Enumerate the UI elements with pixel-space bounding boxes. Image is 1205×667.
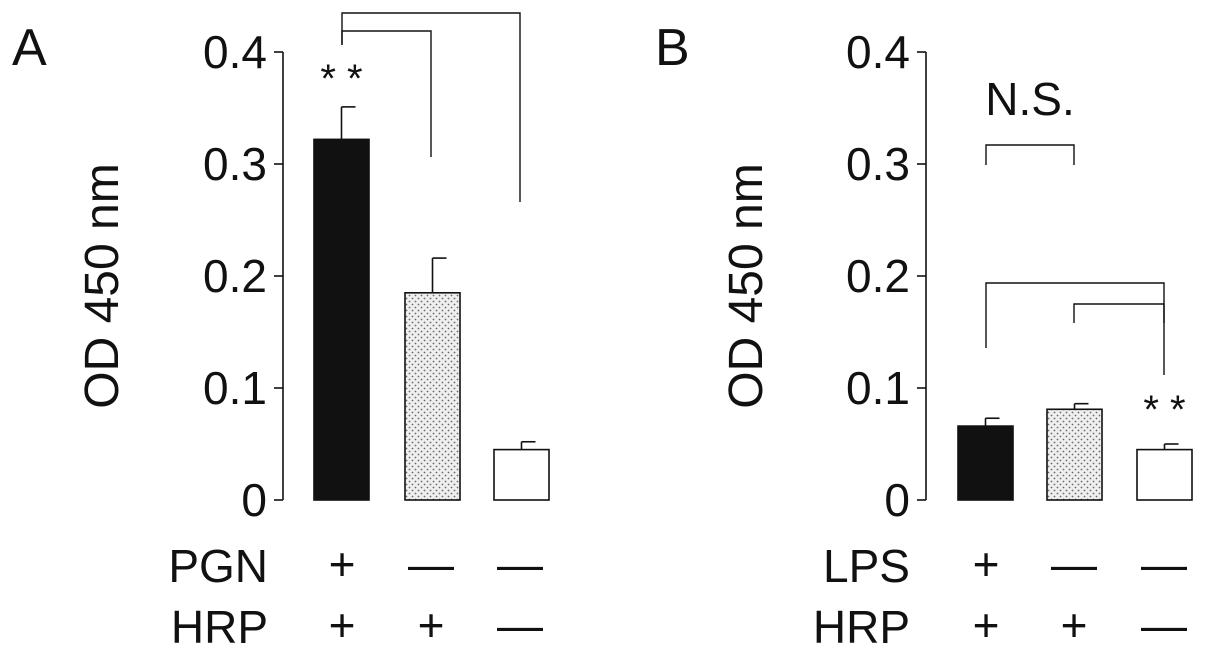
condition-label: HRP — [171, 601, 268, 653]
condition-sign: — — [497, 599, 543, 651]
panel-b: B OD 450 nm 0 0.1 0.2 0.3 0.4 N.S. * * LPS + —… — [655, 19, 1193, 653]
condition-sign: + — [329, 599, 356, 651]
panel-b-error-bars — [984, 402, 1179, 450]
panel-b-conditions: LPS + — — HRP + + — — [813, 538, 1187, 653]
y-tick-label: 0.1 — [846, 362, 910, 414]
bar — [404, 291, 461, 501]
condition-sign: — — [1141, 599, 1187, 651]
bar — [1136, 448, 1193, 501]
bar — [957, 425, 1014, 501]
panel-a-conditions: PGN + — — HRP + + — — [168, 538, 543, 653]
condition-sign: — — [497, 538, 543, 590]
condition-sign: — — [1051, 538, 1097, 590]
y-tick-label: 0.2 — [203, 250, 267, 302]
panel-a-y-axis: 0 0.1 0.2 0.3 0.4 — [203, 26, 284, 526]
significance-marker: * * — [1143, 388, 1185, 432]
comparison-bracket — [341, 30, 432, 157]
bar — [313, 138, 370, 501]
panel-a: A OD 450 nm 0 0.1 0.2 0.3 0.4 * * PGN + — — HRP +… — [12, 12, 550, 653]
panel-b-y-axis: 0 0.1 0.2 0.3 0.4 — [846, 26, 927, 526]
panel-a-y-axis-label: OD 450 nm — [76, 163, 129, 408]
y-tick-label: 0.3 — [203, 138, 267, 190]
panel-b-significance: * * — [1143, 388, 1185, 432]
condition-sign: + — [1061, 599, 1088, 651]
condition-sign: + — [973, 599, 1000, 651]
condition-sign: + — [329, 538, 356, 590]
y-tick-label: 0 — [241, 474, 267, 526]
condition-sign: — — [1141, 538, 1187, 590]
panel-a-error-bars — [340, 106, 536, 450]
significance-marker: * * — [320, 57, 362, 101]
condition-sign: + — [973, 538, 1000, 590]
condition-label: LPS — [823, 540, 910, 592]
panel-b-brackets: N.S. — [985, 73, 1165, 375]
y-tick-label: 0.4 — [846, 26, 910, 78]
bracket-label: N.S. — [985, 73, 1074, 125]
comparison-bracket — [985, 282, 1165, 375]
panel-b-y-axis-label: OD 450 nm — [720, 163, 773, 408]
panel-a-brackets — [341, 12, 521, 202]
y-tick-label: 0.4 — [203, 26, 267, 78]
condition-sign: — — [408, 538, 454, 590]
comparison-bracket — [341, 12, 521, 202]
comparison-bracket — [1073, 303, 1165, 323]
panel-b-bars — [957, 408, 1193, 501]
y-tick-label: 0.2 — [846, 250, 910, 302]
y-tick-label: 0.3 — [846, 138, 910, 190]
panel-a-label: A — [12, 19, 47, 77]
panel-a-significance: * * — [320, 57, 362, 101]
condition-sign: + — [418, 599, 445, 651]
panel-a-bars — [313, 138, 550, 501]
condition-label: PGN — [168, 540, 268, 592]
y-tick-label: 0 — [884, 474, 910, 526]
panel-b-label: B — [655, 19, 690, 77]
y-tick-label: 0.1 — [203, 362, 267, 414]
bar — [1046, 408, 1103, 501]
bar — [493, 448, 550, 501]
condition-label: HRP — [813, 601, 910, 653]
comparison-bracket — [985, 144, 1075, 165]
